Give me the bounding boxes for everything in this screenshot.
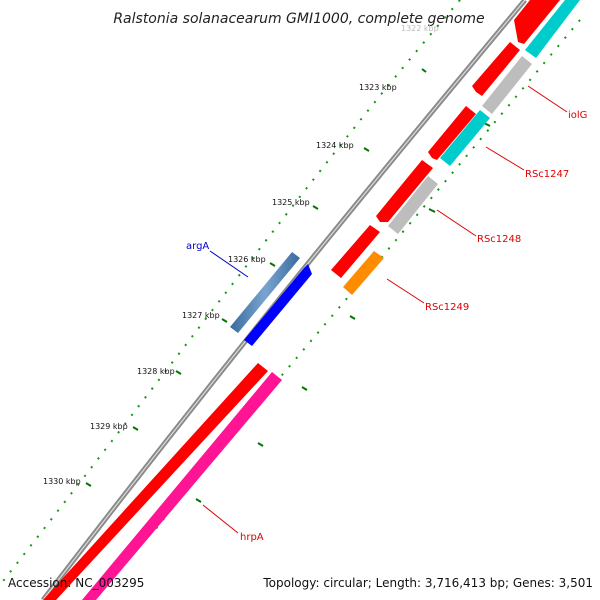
feature-cds xyxy=(376,160,433,222)
feature-argA-gene xyxy=(230,252,300,333)
feature-orange xyxy=(343,251,384,295)
accession-text: Accession: NC_003295 xyxy=(8,576,144,590)
feature-gray xyxy=(388,176,438,234)
tick-label: 1326 kbp xyxy=(228,255,266,264)
tick-label: 1325 kbp xyxy=(272,198,310,207)
feature-cds xyxy=(428,106,476,160)
tick-label: 1323 kbp xyxy=(359,83,397,92)
tick-label: 1324 kbp xyxy=(316,141,354,150)
gene-label-iolG: iolG xyxy=(568,110,587,121)
backbone xyxy=(41,0,527,600)
gene-label-RSc1248: RSc1248 xyxy=(477,234,521,245)
tick-label: 1330 kbp xyxy=(43,477,81,486)
minus-strand-cds xyxy=(43,0,560,600)
minus-strand-genes xyxy=(82,0,580,600)
summary-text: Topology: circular; Length: 3,716,413 bp… xyxy=(262,576,593,590)
feature-cds xyxy=(472,42,520,96)
gene-label-hrpA: hrpA xyxy=(240,532,264,543)
outer-major-ticks xyxy=(85,68,427,487)
gene-labels: argA RSc1249 RSc1248 RSc1247 iolG hrpA xyxy=(186,110,587,543)
feature-hrpA-gene xyxy=(82,372,282,600)
gene-label-argA: argA xyxy=(186,241,209,252)
gene-label-RSc1249: RSc1249 xyxy=(425,302,469,313)
tick-labels: 1322 kbp 1323 kbp 1324 kbp 1325 kbp 1326… xyxy=(43,24,439,486)
tick-label: 1322 kbp xyxy=(401,24,439,33)
feature-gray xyxy=(482,56,532,114)
gene-label-RSc1247: RSc1247 xyxy=(525,169,569,180)
tick-label: 1327 kbp xyxy=(182,311,220,320)
feature-cds xyxy=(514,0,560,44)
feature-argA-cds xyxy=(244,264,312,346)
tick-label: 1329 kbp xyxy=(90,422,128,431)
feature-cyan xyxy=(525,0,580,58)
tick-label: 1328 kbp xyxy=(137,367,175,376)
feature-cyan xyxy=(440,110,490,166)
feature-cds xyxy=(331,225,380,278)
label-connectors xyxy=(202,85,568,534)
feature-hrpA-cds xyxy=(43,363,268,600)
plus-strand-features xyxy=(230,252,312,346)
map-title: Ralstonia solanacearum GMI1000, complete… xyxy=(113,11,484,27)
